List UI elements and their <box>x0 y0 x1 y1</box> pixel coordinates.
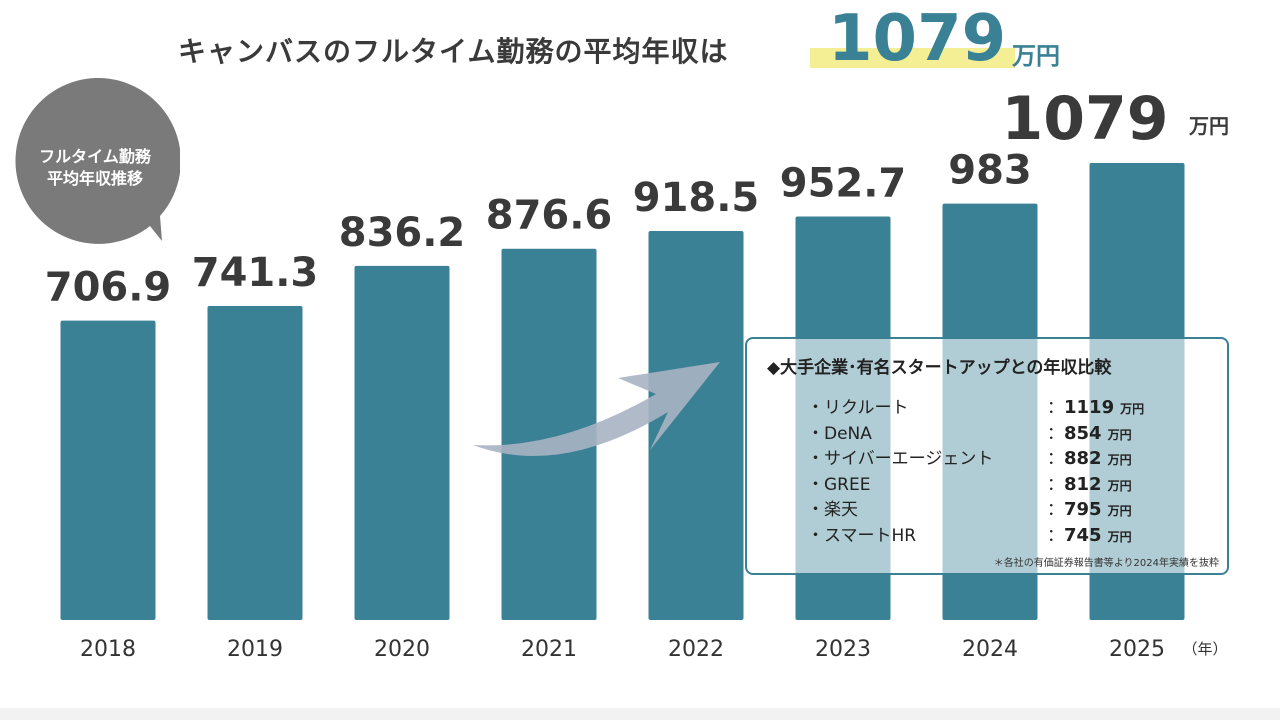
bar-2021 <box>501 248 597 621</box>
company-name: ・GREE <box>807 474 871 495</box>
headline-text: キャンバスのフルタイム勤務の平均年収は <box>178 35 729 68</box>
growth-arrow-icon <box>473 362 720 456</box>
comparison-row: ・DeNA ：854 万円 <box>807 419 1227 444</box>
headline-unit: 万円 <box>1012 42 1060 70</box>
value-label-2020: 836.2 <box>339 210 466 256</box>
headline-highlight-marker <box>810 48 1015 68</box>
bottom-strip <box>0 708 1280 720</box>
comparison-row: ・サイバーエージェント ：882 万円 <box>807 444 1227 469</box>
speech-bubble-icon <box>15 78 180 244</box>
x-tick-2019: 2019 <box>227 637 283 662</box>
value-label-2024: 983 <box>948 148 1032 194</box>
x-axis-unit: （年） <box>1182 640 1227 658</box>
company-salary: ：1119 万円 <box>1047 397 1145 418</box>
x-tick-2020: 2020 <box>374 637 430 662</box>
headline-value: 1079 <box>828 2 1007 76</box>
x-tick-2021: 2021 <box>521 637 577 662</box>
bar-2020 <box>354 265 450 620</box>
x-tick-2025: 2025 <box>1109 637 1165 662</box>
bar-2022 <box>648 230 744 621</box>
comparison-title: ◆大手企業･有名スタートアップとの年収比較 <box>767 358 1112 378</box>
labels-layer: 706.9 2018 741.3 2019 836.2 2020 876.6 2021 918.… <box>45 84 1229 662</box>
comparison-note: ＊各社の有価証券報告書等より2024年実績を抜粋 <box>993 558 1219 569</box>
comparison-row: ・GREE ：812 万円 <box>807 470 1227 495</box>
value-label-2019: 741.3 <box>192 250 319 296</box>
value-label-2022: 918.5 <box>633 175 760 221</box>
company-salary: ：882 万円 <box>1047 448 1132 469</box>
value-label-2021: 876.6 <box>486 193 613 239</box>
x-tick-2023: 2023 <box>815 637 871 662</box>
company-salary: ：854 万円 <box>1047 422 1132 444</box>
value-label-2023: 952.7 <box>780 160 907 206</box>
speech-bubble-label: フルタイム勤務 平均年収推移 <box>10 146 180 190</box>
comparison-panel: ◆大手企業･有名スタートアップとの年収比較 ・リクルート ：1119 万円 ・DeNA… <box>745 337 1229 575</box>
value-label-2018: 706.9 <box>45 265 172 311</box>
bubble-line-2: 平均年収推移 <box>46 169 143 188</box>
bar-2018 <box>60 320 156 620</box>
company-name: ・DeNA <box>807 423 872 444</box>
company-salary: ：812 万円 <box>1047 473 1132 495</box>
comparison-row: ・リクルート ：1119 万円 <box>807 393 1227 418</box>
bar-2019 <box>207 306 303 620</box>
comparison-row: ・楽天 ：795 万円 <box>807 495 1227 520</box>
company-name: ・スマートHR <box>807 525 917 546</box>
highlight-unit-label: 万円 <box>1188 114 1229 138</box>
company-salary: ：795 万円 <box>1047 499 1132 520</box>
x-tick-2024: 2024 <box>962 637 1018 662</box>
x-tick-2022: 2022 <box>668 637 724 662</box>
value-label-2025: 1079 <box>1002 84 1169 154</box>
company-salary: ：745 万円 <box>1047 524 1132 546</box>
comparison-row: ・スマートHR ：745 万円 <box>807 521 1227 546</box>
company-name: ・サイバーエージェント <box>807 449 994 469</box>
headline: キャンバスのフルタイム勤務の平均年収は 1079 万円 <box>0 0 1280 90</box>
company-name: ・リクルート <box>807 398 909 418</box>
bubble-line-1: フルタイム勤務 <box>39 147 151 166</box>
x-tick-2018: 2018 <box>80 637 136 662</box>
company-name: ・楽天 <box>807 500 858 520</box>
